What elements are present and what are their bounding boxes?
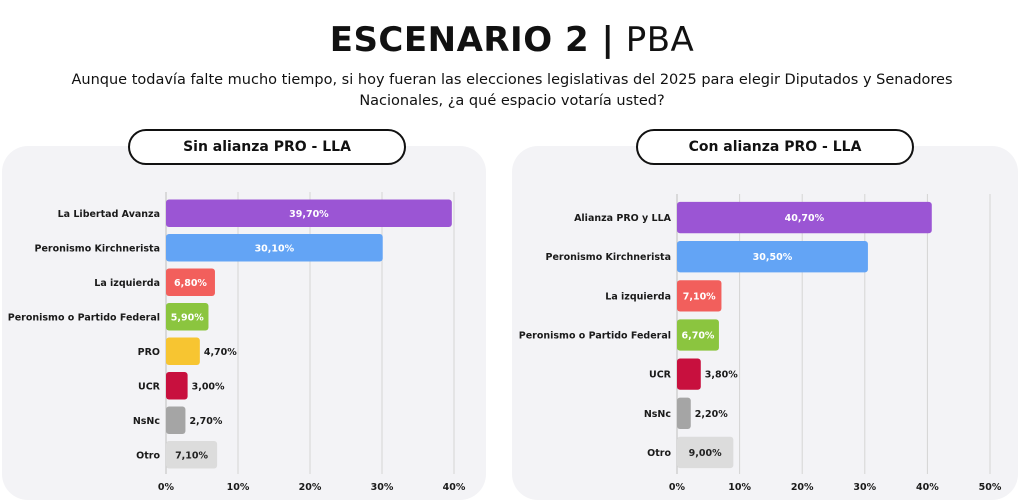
x-tick-label: 30% (853, 482, 876, 493)
x-tick-label: 40% (443, 482, 466, 493)
bar-peronismo-kirchnerista (677, 241, 868, 273)
x-tick-label: 0% (158, 482, 175, 493)
category-label: Peronismo o Partido Federal (519, 331, 671, 342)
value-label: 4,70% (204, 347, 237, 358)
bar-la-libertad-avanza (166, 199, 452, 228)
category-label: NsNc (644, 409, 671, 420)
x-tick-label: 10% (227, 482, 250, 493)
value-label: 7,10% (175, 450, 208, 461)
category-label: Peronismo Kirchnerista (35, 243, 160, 254)
bar-otro (166, 440, 218, 469)
value-label: 6,80% (174, 278, 207, 289)
chart-title-left: Sin alianza PRO - LLA (128, 129, 406, 165)
title-main: ESCENARIO 2 | (329, 20, 615, 60)
x-tick-label: 10% (728, 482, 751, 493)
bar-alianza-pro-y-lla (677, 201, 932, 234)
title-region: PBA (625, 20, 695, 60)
bar-ucr (677, 358, 701, 390)
category-label: UCR (138, 381, 161, 392)
value-label: 2,20% (695, 409, 728, 420)
page-title: ESCENARIO 2 | PBA (0, 18, 1024, 62)
bar-nsnc (166, 406, 186, 435)
category-label: La Libertad Avanza (58, 209, 160, 220)
bar-peronismo-o-partido-federal (677, 319, 719, 351)
bar-peronismo-o-partido-federal (166, 302, 209, 331)
value-label: 6,70% (681, 331, 714, 342)
value-label: 40,70% (785, 213, 825, 224)
category-label: Alianza PRO y LLA (574, 213, 672, 224)
value-label: 9,00% (689, 448, 722, 459)
bar-peronismo-kirchnerista (166, 233, 383, 262)
survey-question: Aunque todavía falte mucho tiempo, si ho… (71, 72, 953, 109)
category-label: Otro (136, 450, 160, 461)
x-tick-label: 20% (299, 482, 322, 493)
category-label: La izquierda (605, 291, 671, 302)
category-label: Otro (647, 448, 671, 459)
category-label: Peronismo o Partido Federal (8, 312, 160, 323)
value-label: 30,10% (255, 243, 295, 254)
value-label: 39,70% (289, 209, 329, 220)
value-label: 7,10% (683, 291, 716, 302)
value-label: 3,80% (705, 370, 738, 381)
x-tick-label: 40% (916, 482, 939, 493)
x-tick-label: 20% (791, 482, 814, 493)
bar-ucr (166, 371, 188, 400)
value-label: 3,00% (192, 381, 225, 392)
bar-otro (677, 436, 734, 469)
category-label: NsNc (133, 416, 160, 427)
chart-title-right: Con alianza PRO - LLA (636, 129, 914, 165)
category-label: PRO (138, 347, 160, 358)
bar-nsnc (677, 397, 691, 429)
category-label: La izquierda (94, 278, 160, 289)
value-label: 2,70% (189, 416, 222, 427)
category-label: Peronismo Kirchnerista (546, 252, 671, 263)
bar-la-izquierda (166, 268, 215, 297)
value-label: 5,90% (171, 312, 204, 323)
x-tick-label: 30% (371, 482, 394, 493)
bar-pro (166, 337, 200, 366)
value-label: 30,50% (753, 252, 793, 263)
x-tick-label: 50% (979, 482, 1002, 493)
bar-la-izquierda (677, 280, 722, 312)
x-tick-label: 0% (669, 482, 686, 493)
category-label: UCR (649, 370, 672, 381)
